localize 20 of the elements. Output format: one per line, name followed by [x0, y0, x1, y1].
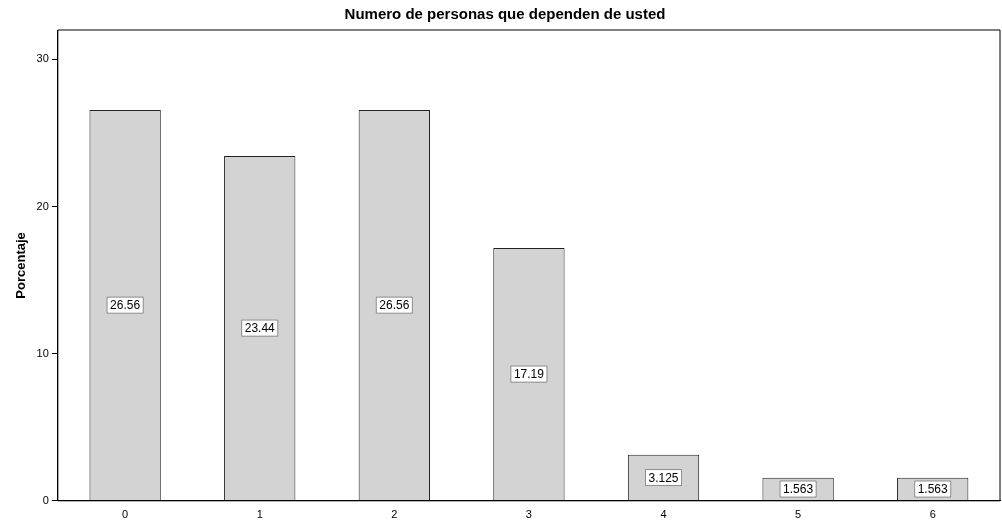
y-axis-title: Porcentaje — [13, 232, 29, 299]
x-tick-label: 5 — [795, 508, 802, 521]
data-label: 26.56 — [379, 298, 410, 313]
chart-title: Numero de personas que dependen de usted — [344, 5, 666, 23]
y-tick-label: 20 — [36, 199, 49, 212]
x-tick-label: 2 — [391, 508, 398, 521]
data-label: 17.19 — [513, 367, 545, 382]
x-tick-label: 3 — [525, 508, 532, 521]
data-label: 23.44 — [244, 321, 276, 336]
x-tick-label: 4 — [660, 508, 667, 521]
y-tick-label: 10 — [36, 346, 49, 359]
x-tick-label: 0 — [122, 508, 129, 521]
x-tick-label: 1 — [256, 508, 263, 521]
y-tick-label: 0 — [42, 493, 49, 506]
data-label: 26.56 — [110, 298, 141, 313]
data-label: 1.563 — [783, 482, 814, 497]
data-label: 1.563 — [917, 482, 949, 497]
y-tick-label: 30 — [36, 52, 49, 65]
x-tick-label: 6 — [929, 508, 936, 521]
data-label: 3.125 — [648, 470, 679, 485]
